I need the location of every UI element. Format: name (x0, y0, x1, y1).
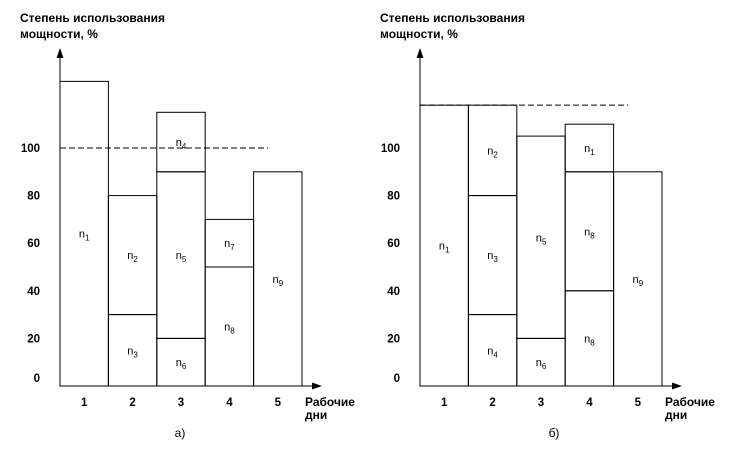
x-tick-label: 3 (178, 397, 184, 409)
y-tick-label: 60 (27, 238, 40, 250)
y-tick-label: 0 (34, 373, 40, 385)
x-tick-label: 2 (489, 397, 495, 409)
chart-panel-1: Степень использования мощности, % 0 20 40 60 8… (20, 11, 355, 440)
segment-label: n9 (633, 274, 644, 288)
y-tick-label: 100 (21, 143, 40, 155)
segment-label: n8 (584, 333, 595, 347)
segment-label: n5 (176, 250, 187, 264)
x-axis-title-line: дни (305, 408, 327, 422)
segment-label: n8 (584, 226, 595, 240)
y-tick-label: 80 (387, 191, 400, 203)
x-tick-label: 4 (586, 397, 593, 409)
y-axis-title-line: Степень использования (20, 11, 165, 25)
chart-caption: а) (175, 426, 186, 440)
x-tick-label: 4 (226, 397, 233, 409)
y-axis-title-line: мощности, % (380, 27, 458, 41)
y-axis-title-line: Степень использования (380, 11, 525, 25)
y-tick-label: 80 (27, 191, 40, 203)
y-axis-arrow (56, 48, 64, 58)
y-tick-label: 100 (381, 143, 400, 155)
segment-label: n2 (127, 250, 138, 264)
y-tick-label: 60 (387, 238, 400, 250)
segment-label: n1 (439, 241, 450, 255)
segment-label: n6 (536, 357, 547, 371)
segment-label: n2 (487, 145, 498, 159)
x-tick-label: 3 (538, 397, 544, 409)
segment-label: n8 (224, 322, 235, 336)
x-tick-label: 5 (275, 397, 282, 409)
y-axis-arrow (416, 48, 424, 58)
x-axis-title-line: Рабочие (665, 395, 715, 409)
segment-label: n4 (487, 345, 498, 359)
segment-label: n1 (584, 143, 595, 157)
bar-segment (613, 171, 663, 387)
y-tick-label: 20 (387, 333, 400, 345)
x-tick-label: 1 (81, 397, 88, 409)
y-tick-label: 20 (27, 333, 40, 345)
segment-label: n3 (127, 345, 138, 359)
segment-label: n5 (536, 232, 547, 246)
segment-label: n1 (79, 229, 90, 243)
x-axis-title-line: дни (665, 408, 687, 422)
y-axis-title-line: мощности, % (20, 27, 98, 41)
bar-segment (564, 123, 615, 173)
chart-panel-2: Степень использования мощности, % 0 20 40 60 8… (380, 11, 715, 440)
bar-segment (253, 171, 303, 387)
segment-label: n7 (224, 238, 235, 252)
x-tick-label: 1 (441, 397, 448, 409)
segment-label: n3 (487, 250, 498, 264)
segment-label: n6 (176, 357, 187, 371)
x-tick-label: 5 (635, 397, 642, 409)
y-tick-label: 40 (387, 286, 400, 298)
x-axis-arrow (672, 382, 682, 390)
segment-label: n4 (176, 137, 187, 151)
y-tick-label: 0 (394, 373, 400, 385)
y-tick-label: 40 (27, 286, 40, 298)
bar-segment (156, 111, 206, 173)
segment-label: n9 (273, 274, 284, 288)
x-axis-arrow (312, 382, 322, 390)
x-axis-title-line: Рабочие (305, 395, 355, 409)
x-tick-label: 2 (129, 397, 135, 409)
chart-caption: б) (549, 426, 560, 440)
